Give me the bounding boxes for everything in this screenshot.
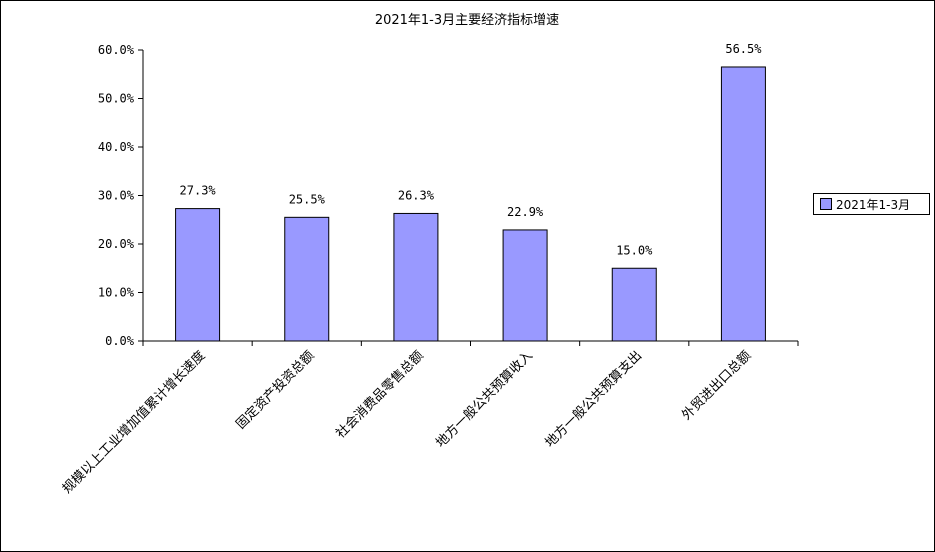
chart-title: 2021年1-3月主要经济指标增速	[375, 13, 559, 28]
bar	[720, 66, 766, 342]
category-label: 社会消费品零售总额	[333, 348, 427, 442]
bar	[393, 212, 439, 342]
x-axis	[142, 340, 799, 346]
category-label: 规模以上工业增加值累计增长速度	[59, 348, 208, 497]
data-label: 27.3%	[180, 184, 217, 198]
bar-series	[175, 66, 766, 342]
y-tick-label: 0.0%	[105, 334, 135, 348]
data-label: 56.5%	[725, 42, 762, 56]
category-label: 固定资产投资总额	[233, 348, 318, 433]
y-tick-label: 30.0%	[98, 189, 135, 203]
bar	[502, 229, 548, 342]
y-tick-label: 60.0%	[98, 43, 135, 57]
y-tick-label: 40.0%	[98, 140, 135, 154]
legend-label: 2021年1-3月	[836, 197, 911, 212]
data-label: 15.0%	[616, 243, 653, 257]
y-tick-label: 20.0%	[98, 237, 135, 251]
legend-swatch	[820, 198, 832, 210]
data-label: 26.3%	[398, 188, 435, 202]
data-label: 22.9%	[507, 205, 544, 219]
y-axis: 0.0% 10.0% 20.0% 30.0% 40.0% 50.0% 60.0%	[98, 43, 144, 348]
y-tick-label: 50.0%	[98, 92, 135, 106]
bar	[284, 216, 330, 342]
legend: 2021年1-3月	[813, 193, 930, 215]
category-label: 地方一般公共预算收入	[433, 348, 536, 451]
bar	[611, 267, 657, 342]
bar	[175, 208, 221, 342]
data-labels: 27.3% 25.5% 26.3% 22.9% 15.0% 56.5%	[180, 42, 763, 257]
y-tick-label: 10.0%	[98, 286, 135, 300]
data-label: 25.5%	[289, 192, 326, 206]
category-label: 地方一般公共预算支出	[542, 348, 645, 451]
category-labels: 规模以上工业增加值累计增长速度 固定资产投资总额 社会消费品零售总额 地方一般公共预算…	[59, 348, 754, 497]
category-label: 外贸进出口总额	[679, 348, 754, 423]
